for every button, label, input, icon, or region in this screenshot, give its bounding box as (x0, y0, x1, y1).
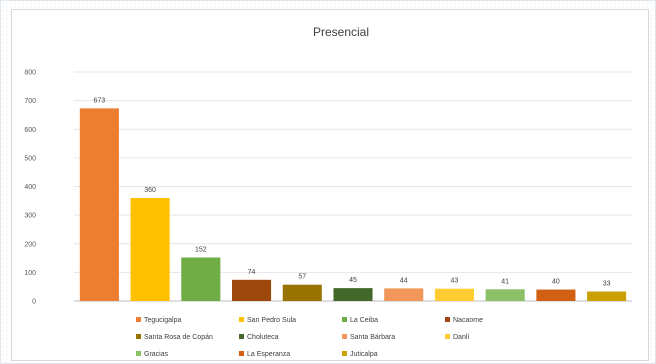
data-label: 74 (248, 269, 256, 276)
data-label: 33 (603, 281, 611, 288)
data-labels: 673 360 152 74 57 45 44 43 41 40 33 (94, 97, 611, 287)
legend-label: San Pedro Sula (247, 317, 296, 324)
legend: Tegucigalpa San Pedro Sula La Ceiba Nacaome… (136, 317, 483, 358)
y-tick-label: 200 (24, 241, 36, 248)
bar-5 (282, 284, 322, 301)
legend-label: Nacaome (453, 317, 483, 324)
bars (79, 108, 627, 301)
legend-label: Juticalpa (350, 351, 378, 358)
legend-label: La Esperanza (247, 351, 290, 358)
bar-1 (79, 108, 119, 301)
legend-swatch (445, 334, 450, 339)
y-tick-label: 300 (24, 213, 36, 220)
bar-11 (587, 291, 627, 301)
legend-swatch (239, 317, 244, 322)
legend-swatch (342, 317, 347, 322)
bar-7 (384, 288, 424, 301)
data-label: 57 (298, 274, 306, 281)
y-tick-label: 700 (24, 98, 36, 105)
bar-8 (434, 288, 474, 301)
legend-label: Danlí (453, 334, 469, 341)
legend-swatch (136, 351, 141, 356)
legend-swatch (239, 334, 244, 339)
data-label: 673 (94, 97, 106, 104)
chart-title: Presencial (313, 25, 369, 39)
y-tick-label: 100 (24, 270, 36, 277)
bar-3 (181, 257, 221, 301)
y-tick-label: 400 (24, 184, 36, 191)
legend-label: Gracias (144, 351, 169, 358)
y-tick-label: 600 (24, 127, 36, 134)
bar-10 (536, 289, 576, 301)
bar-2 (130, 197, 170, 301)
legend-swatch (342, 351, 347, 356)
legend-swatch (239, 351, 244, 356)
legend-swatch (445, 317, 450, 322)
y-tick-label: 800 (24, 70, 36, 77)
bar-9 (485, 289, 525, 301)
legend-swatch (342, 334, 347, 339)
bar-4 (232, 279, 272, 301)
data-label: 360 (144, 187, 156, 194)
data-label: 40 (552, 279, 560, 286)
legend-label: La Ceiba (350, 317, 378, 324)
y-tick-label: 500 (24, 155, 36, 162)
legend-label: Santa Bárbara (350, 334, 395, 341)
legend-swatch (136, 334, 141, 339)
data-label: 44 (400, 277, 408, 284)
legend-swatch (136, 317, 141, 322)
y-tick-label: 0 (32, 299, 36, 306)
legend-label: Santa Rosa de Copán (144, 334, 213, 341)
data-label: 43 (451, 278, 459, 285)
chart-area: Presencial 0 100 200 300 400 500 600 700 800 673… (11, 9, 649, 361)
y-axis-ticks: 0 100 200 300 400 500 600 700 800 (24, 70, 36, 306)
chart-svg: Presencial 0 100 200 300 400 500 600 700 800 673… (24, 25, 632, 358)
legend-label: Choluteca (247, 334, 279, 341)
bar-6 (333, 288, 373, 301)
data-label: 152 (195, 246, 207, 253)
legend-label: Tegucigalpa (144, 317, 181, 324)
data-label: 41 (501, 278, 509, 285)
data-label: 45 (349, 277, 357, 284)
